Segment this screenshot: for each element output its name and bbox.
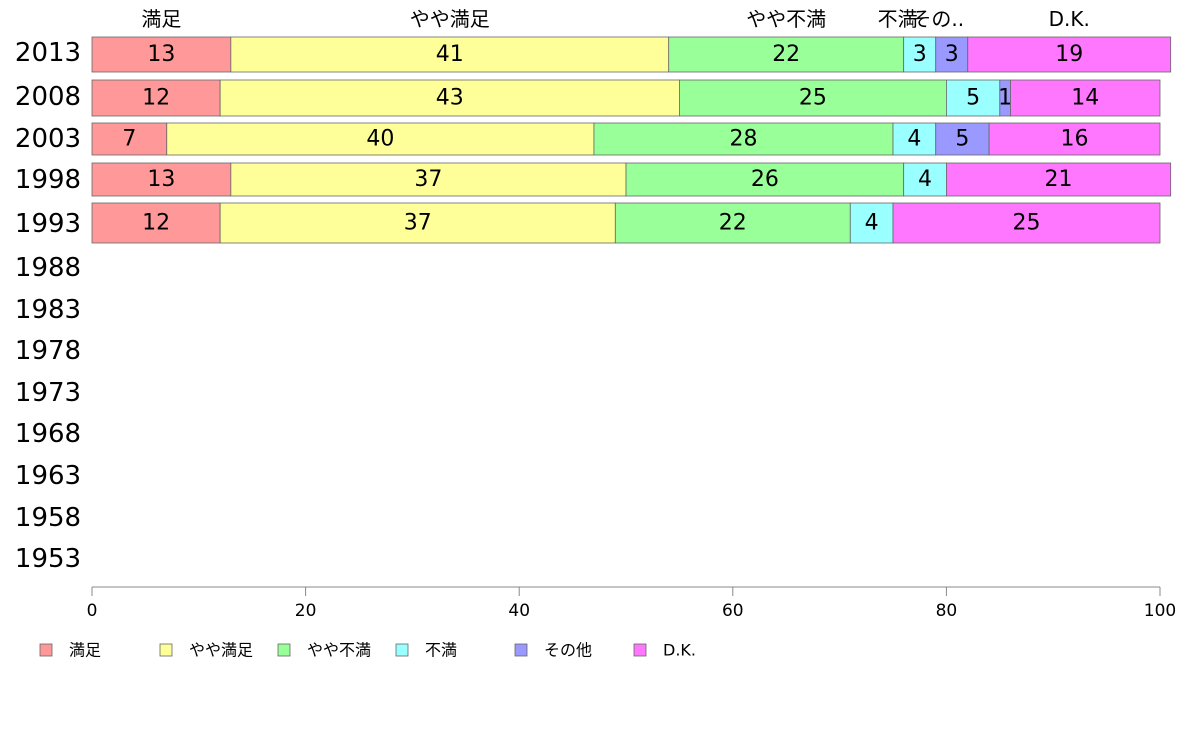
year-label-2003: 2003 xyxy=(15,124,81,154)
legend-swatch xyxy=(39,643,53,657)
year-label-2013: 2013 xyxy=(15,38,81,68)
legend-label: D.K. xyxy=(663,641,696,660)
category-header-label: やや不満 xyxy=(746,7,826,31)
bar-value-label: 14 xyxy=(1071,86,1099,111)
bar-value-label: 37 xyxy=(414,167,442,192)
bar-value-label: 40 xyxy=(366,127,394,152)
year-label-1973: 1973 xyxy=(15,378,81,408)
bar-value-label: 3 xyxy=(913,42,927,67)
bar-value-label: 3 xyxy=(945,42,959,67)
x-tick-label: 60 xyxy=(722,601,744,621)
year-label-1983: 1983 xyxy=(15,295,81,325)
year-label-1963: 1963 xyxy=(15,461,81,491)
bar-segment-2008-3 xyxy=(946,79,1001,117)
category-header-label: 不満 xyxy=(878,7,918,31)
x-tick-label: 100 xyxy=(1144,601,1176,621)
bar-value-label: 4 xyxy=(918,167,932,192)
bar-segment-2003-5 xyxy=(988,122,1161,156)
bar-segment-2003-2 xyxy=(593,122,894,156)
bar-segment-2008-0 xyxy=(91,79,221,117)
bar-segment-1993-3 xyxy=(849,202,894,244)
year-label-2008: 2008 xyxy=(15,82,81,112)
legend-swatch xyxy=(277,643,291,657)
bar-value-label: 37 xyxy=(404,211,432,236)
legend-label: やや不満 xyxy=(307,641,371,660)
bar-segment-2013-3 xyxy=(903,36,937,73)
bar-segment-1993-1 xyxy=(219,202,616,244)
bar-segment-2013-4 xyxy=(935,36,969,73)
year-label-1978: 1978 xyxy=(15,336,81,366)
bar-segment-1993-5 xyxy=(892,202,1161,244)
legend-swatch xyxy=(395,643,409,657)
bar-value-label: 13 xyxy=(147,42,175,67)
x-axis: 0 20 40 60 80 100 xyxy=(87,586,1176,621)
bar-segment-2003-4 xyxy=(935,122,990,156)
year-axis-labels: 2013 2008 2003 1998 1993 1988 1983 1978 1973 1968… xyxy=(15,38,81,574)
bar-value-label: 21 xyxy=(1045,167,1073,192)
legend-swatch xyxy=(633,643,647,657)
x-tick-label: 20 xyxy=(295,601,317,621)
legend-swatch xyxy=(159,643,173,657)
bar-value-label: 5 xyxy=(966,86,980,111)
bar-value-label: 1 xyxy=(998,86,1012,111)
bar-value-label: 4 xyxy=(865,211,879,236)
bar-segment-2008-5 xyxy=(1010,79,1161,117)
x-tick-label: 0 xyxy=(87,601,98,621)
legend-label: やや満足 xyxy=(189,641,253,660)
bar-segment-2003-0 xyxy=(91,122,168,156)
bar-segment-1998-0 xyxy=(91,162,232,197)
bar-segment-2013-1 xyxy=(230,36,670,73)
bar-value-label: 22 xyxy=(719,211,747,236)
bar-value-label: 16 xyxy=(1061,127,1089,152)
category-header-label: やや満足 xyxy=(410,7,490,31)
year-label-1988: 1988 xyxy=(15,253,81,283)
bar-value-label: 19 xyxy=(1055,42,1083,67)
bar-value-label: 43 xyxy=(436,86,464,111)
category-header-label: 満足 xyxy=(141,7,181,31)
bar-value-label: 5 xyxy=(955,127,969,152)
category-header-label: D.K. xyxy=(1049,7,1090,31)
bar-segment-2013-0 xyxy=(91,36,232,73)
bar-segment-1998-2 xyxy=(625,162,905,197)
year-label-1958: 1958 xyxy=(15,503,81,533)
bar-value-label: 26 xyxy=(751,167,779,192)
x-tick-label: 40 xyxy=(508,601,530,621)
bar-value-label: 13 xyxy=(147,167,175,192)
legend: 満足 やや満足 やや不満 不満 その他 D.K. xyxy=(39,641,696,660)
bar-value-label: 22 xyxy=(772,42,800,67)
bar-segment-1998-5 xyxy=(946,162,1172,197)
bar-value-label: 28 xyxy=(729,127,757,152)
bar-segment-1998-1 xyxy=(230,162,627,197)
bar-segment-2008-1 xyxy=(219,79,680,117)
year-label-1998: 1998 xyxy=(15,165,81,195)
x-tick-label: 80 xyxy=(936,601,958,621)
bar-segment-2013-2 xyxy=(668,36,905,73)
legend-swatch xyxy=(514,643,528,657)
bar-segment-1993-2 xyxy=(614,202,851,244)
category-header-label: その.. xyxy=(911,7,964,31)
bar-segment-2013-5 xyxy=(967,36,1172,73)
bar-value-label: 12 xyxy=(142,86,170,111)
year-label-1993: 1993 xyxy=(15,209,81,239)
legend-label: 満足 xyxy=(69,641,101,660)
year-label-1968: 1968 xyxy=(15,419,81,449)
bar-segment-2008-2 xyxy=(679,79,947,117)
bar-value-label: 7 xyxy=(122,127,136,152)
bar-value-label: 41 xyxy=(436,42,464,67)
bar-value-label: 25 xyxy=(1013,211,1041,236)
bar-value-label: 4 xyxy=(907,127,921,152)
legend-label: 不満 xyxy=(425,641,457,660)
bar-segment-1993-0 xyxy=(91,202,221,244)
legend-label: その他 xyxy=(544,641,592,660)
bar-value-label: 25 xyxy=(799,86,827,111)
year-label-1953: 1953 xyxy=(15,544,81,574)
bar-value-label: 12 xyxy=(142,211,170,236)
